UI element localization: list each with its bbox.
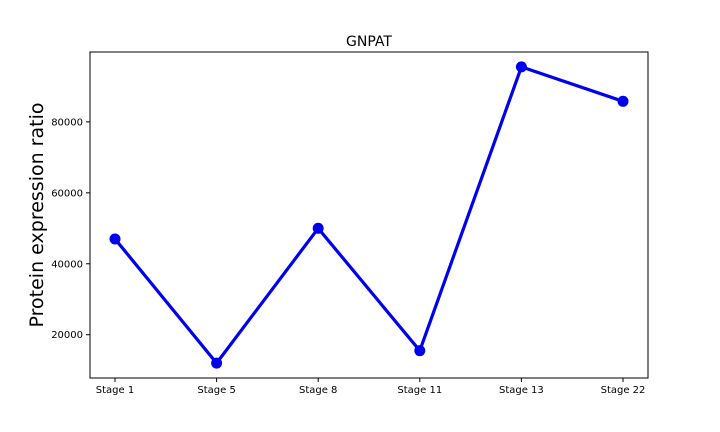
x-tick-label: Stage 22 [601,385,646,396]
plot-area-frame [89,51,649,379]
data-point [312,222,324,234]
y-tick-label: 40000 [51,259,83,270]
data-point [515,61,527,73]
x-tick-label: Stage 8 [299,385,337,396]
x-tick-label: Stage 11 [397,385,442,396]
data-point [109,233,121,245]
data-point [414,345,426,357]
x-axis-ticks: Stage 1 Stage 5 Stage 8 Stage 11 Stage 13 Sta… [96,378,646,396]
y-tick-label: 80000 [51,117,83,128]
chart-title: GNPAT [346,34,392,50]
y-tick-label: 60000 [51,188,83,199]
data-point [211,357,223,369]
series-group [109,61,629,369]
y-axis-ticks: 20000 40000 60000 80000 [51,117,90,341]
x-tick-label: Stage 13 [499,385,544,396]
y-axis-label: Protein expression ratio [26,103,48,328]
x-tick-label: Stage 1 [96,385,134,396]
data-point [617,95,629,107]
series-line [113,64,624,366]
x-tick-label: Stage 5 [197,385,235,396]
y-tick-label: 20000 [51,330,83,341]
